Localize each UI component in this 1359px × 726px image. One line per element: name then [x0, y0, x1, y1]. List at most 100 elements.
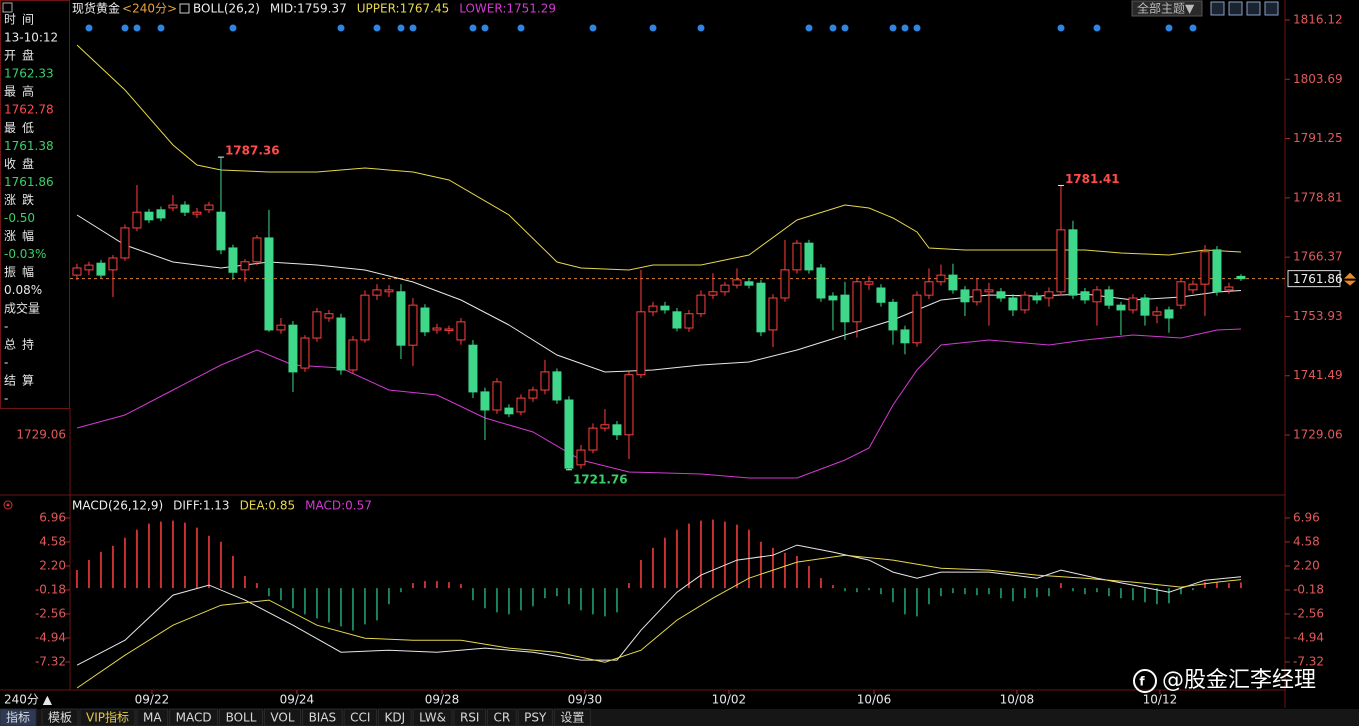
tab[interactable]: KDJ: [377, 708, 412, 726]
info-label: 涨幅: [4, 228, 40, 243]
tab-bg[interactable]: [343, 708, 377, 726]
toolbar-icons: [1210, 1, 1279, 16]
tab[interactable]: RSI: [453, 708, 486, 726]
event-marker[interactable]: [1189, 24, 1197, 32]
tab-label[interactable]: PSY: [524, 711, 547, 725]
event-marker[interactable]: [397, 24, 405, 32]
tab-label[interactable]: MA: [143, 711, 162, 725]
tab-bg[interactable]: [0, 708, 37, 726]
tool-icon[interactable]: [1246, 1, 1261, 16]
event-marker[interactable]: [469, 24, 477, 32]
tab-bg[interactable]: [377, 708, 412, 726]
tab-bg[interactable]: [41, 708, 79, 726]
tab[interactable]: 设置: [553, 708, 591, 726]
candle-body: [456, 321, 466, 341]
indicator-icon[interactable]: [179, 3, 190, 14]
panel-icon[interactable]: [2, 2, 13, 13]
event-marker[interactable]: [373, 24, 381, 32]
tab-bg[interactable]: [517, 708, 553, 726]
tab[interactable]: 指标: [0, 708, 37, 726]
tab[interactable]: BOLL: [219, 708, 263, 726]
tab-label[interactable]: CR: [493, 711, 510, 725]
event-marker[interactable]: [85, 24, 93, 32]
tab-label[interactable]: 模板: [48, 711, 72, 725]
event-marker[interactable]: [1165, 24, 1173, 32]
tab-bg[interactable]: [453, 708, 486, 726]
tab[interactable]: VIP指标: [79, 708, 136, 726]
tab-bg[interactable]: [169, 708, 219, 726]
event-marker[interactable]: [121, 24, 129, 32]
tab[interactable]: CCI: [343, 708, 377, 726]
event-marker[interactable]: [157, 24, 165, 32]
tab-bg[interactable]: [553, 708, 591, 726]
y-tick-label-left: 4.58: [39, 534, 66, 548]
event-marker[interactable]: [841, 24, 849, 32]
candle-body: [780, 269, 790, 299]
tab[interactable]: BIAS: [302, 708, 343, 726]
tab[interactable]: CR: [486, 708, 517, 726]
candle-body: [252, 237, 262, 263]
tab[interactable]: VOL: [263, 708, 302, 726]
tool-icon[interactable]: [1210, 1, 1225, 16]
tab-label[interactable]: CCI: [350, 711, 370, 725]
candle-body: [672, 311, 682, 329]
tab-label[interactable]: LW&: [419, 711, 446, 725]
tab-bg[interactable]: [79, 708, 136, 726]
event-marker[interactable]: [337, 24, 345, 32]
candle-body: [1212, 249, 1222, 293]
tab-bg[interactable]: [219, 708, 263, 726]
event-marker[interactable]: [829, 24, 837, 32]
tool-icon[interactable]: [1264, 1, 1279, 16]
candle-body: [144, 211, 154, 221]
tab-bg[interactable]: [412, 708, 453, 726]
event-markers: [85, 24, 1197, 32]
candle-body: [636, 311, 646, 376]
event-marker[interactable]: [133, 24, 141, 32]
event-marker[interactable]: [889, 24, 897, 32]
tab[interactable]: MA: [136, 708, 169, 726]
tab-label[interactable]: RSI: [460, 711, 480, 725]
tab-label[interactable]: VIP指标: [86, 710, 129, 725]
info-value: 1761.86: [4, 175, 54, 189]
tab-label[interactable]: BIAS: [309, 711, 337, 725]
candle-body: [300, 337, 310, 369]
candle-body: [660, 305, 670, 311]
tab[interactable]: PSY: [517, 708, 553, 726]
event-marker[interactable]: [913, 24, 921, 32]
tab-label[interactable]: KDJ: [384, 711, 405, 725]
macd-icon[interactable]: [3, 500, 13, 510]
theme-button-label[interactable]: 全部主题▼: [1137, 1, 1195, 16]
event-marker[interactable]: [229, 24, 237, 32]
event-marker[interactable]: [1057, 24, 1065, 32]
event-marker[interactable]: [1093, 24, 1101, 32]
event-marker[interactable]: [901, 24, 909, 32]
theme-button[interactable]: [1131, 0, 1203, 17]
event-marker[interactable]: [481, 24, 489, 32]
tool-icon[interactable]: [1228, 1, 1243, 16]
tab-bg[interactable]: [263, 708, 302, 726]
event-marker[interactable]: [517, 24, 525, 32]
tab-label[interactable]: VOL: [270, 711, 294, 725]
period[interactable]: <240分>: [122, 2, 177, 16]
tab-bg[interactable]: [302, 708, 343, 726]
tab-label[interactable]: 设置: [560, 711, 584, 725]
tab-bg[interactable]: [486, 708, 517, 726]
tab[interactable]: LW&: [412, 708, 453, 726]
tab[interactable]: 模板: [41, 708, 79, 726]
event-marker[interactable]: [649, 24, 657, 32]
y-tick-label-left: 1729.06: [16, 427, 66, 441]
event-marker[interactable]: [697, 24, 705, 32]
tab-bg[interactable]: [136, 708, 169, 726]
period-button[interactable]: 240分 ▲: [4, 693, 53, 707]
event-marker[interactable]: [805, 24, 813, 32]
candle-body: [372, 289, 382, 296]
event-marker[interactable]: [409, 24, 417, 32]
tab-label[interactable]: 指标: [6, 710, 30, 725]
x-tick-label: 10/12: [1143, 693, 1178, 707]
tab[interactable]: MACD: [169, 708, 219, 726]
y-tick-label: -7.32: [1293, 654, 1324, 668]
tab-label[interactable]: BOLL: [226, 711, 257, 725]
tab-label[interactable]: MACD: [176, 711, 212, 725]
event-marker[interactable]: [589, 24, 597, 32]
info-label: 开盘: [4, 48, 40, 63]
